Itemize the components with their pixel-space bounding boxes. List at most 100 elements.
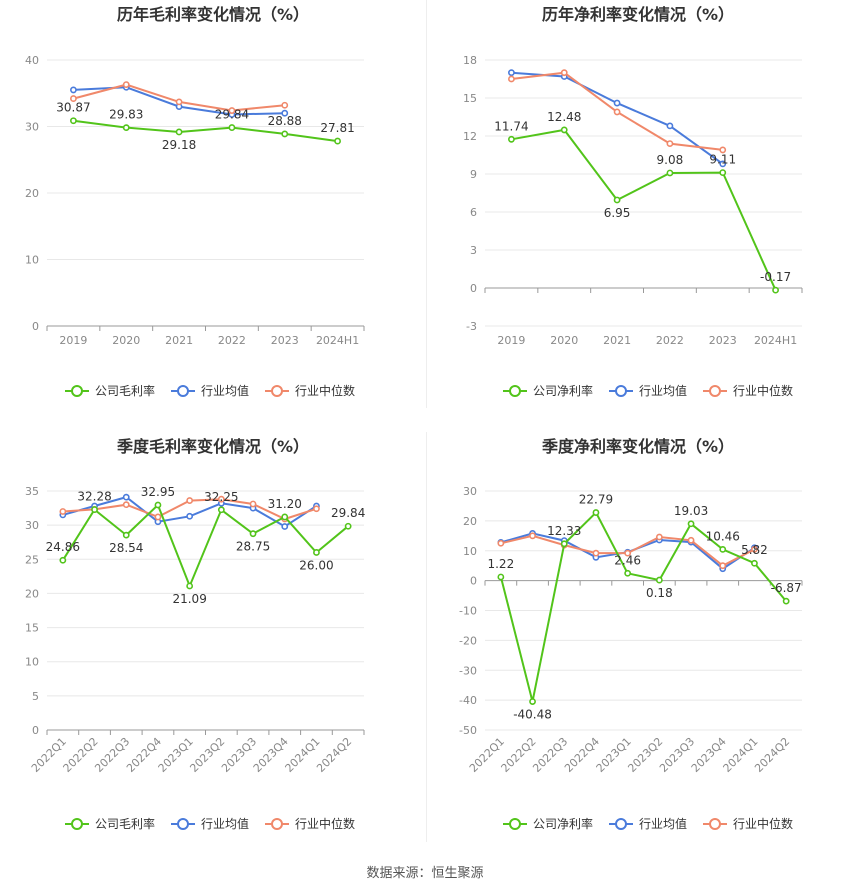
data-point [687,520,695,528]
data-point [529,698,536,705]
legend-label: 行业均值 [201,383,249,398]
data-point [228,124,236,131]
x-tick-label: 2024Q2 [752,735,792,775]
panel-divider-top [426,0,427,408]
data-point [59,556,67,564]
data-point [281,513,289,521]
data-point [122,531,130,539]
data-point [70,117,77,125]
y-tick-label: 0 [32,320,39,333]
legend-label: 行业均值 [201,816,249,831]
data-label: 26.00 [299,558,333,572]
data-point [122,81,130,89]
data-point [313,549,320,556]
data-point [782,597,790,605]
legend-item-industry-median: 行业中位数 [703,816,793,831]
data-label: 0.18 [646,586,673,600]
data-point [719,562,727,570]
y-tick-label: 20 [25,587,39,600]
data-point [497,539,505,547]
y-tick-label: 30 [463,485,477,498]
legend-item-industry-avg: 行业均值 [171,816,249,831]
data-point [59,508,67,515]
data-point [91,506,98,513]
y-tick-label: 5 [32,690,39,703]
data-point [560,126,568,134]
legend-label: 行业中位数 [295,816,355,831]
data-point [666,122,674,130]
data-label: 19.03 [674,504,708,518]
legend-item-industry-avg: 行业均值 [609,383,687,398]
data-point [217,495,225,503]
panel-divider-bottom [426,432,427,842]
data-point [687,536,695,544]
data-point [529,532,536,540]
data-label: 27.81 [320,121,354,135]
legend-label: 行业均值 [639,816,687,831]
data-label: 1.22 [487,557,514,571]
x-tick-label: 2021 [603,334,631,347]
data-label: 32.28 [77,490,111,504]
x-tick-label: 2020 [550,334,578,347]
y-tick-label: 40 [25,54,39,67]
x-tick-label: 2022 [656,334,684,347]
x-tick-label: 2020 [112,334,140,347]
y-tick-label: 30 [25,519,39,532]
data-point [666,169,674,177]
data-point [281,130,289,138]
data-label: 2.46 [614,553,641,567]
data-point [344,522,352,530]
chart-panel-4: 季度净利率变化情况（%）-50-40-30-20-1001020302022Q1… [459,437,803,831]
y-tick-label: 0 [470,575,477,588]
y-tick-label: -3 [466,320,477,333]
data-point [592,549,600,557]
y-tick-label: 15 [25,622,39,635]
legend-label: 行业中位数 [733,383,793,398]
data-point [186,582,194,590]
data-point [613,108,621,116]
data-source-note: 数据来源：恒生聚源 [366,866,484,881]
y-tick-label: 10 [25,656,39,669]
data-point [655,576,663,584]
data-point [719,146,727,154]
data-point [772,286,779,294]
x-tick-label: 2019 [497,334,525,347]
x-tick-label: 2019 [59,334,87,347]
data-label: 21.09 [172,592,206,606]
y-tick-label: -10 [459,605,477,618]
data-label: 24.86 [46,540,80,554]
data-point [249,530,257,538]
data-label: 32.95 [141,485,175,499]
y-tick-label: -30 [459,664,477,677]
x-tick-label: 2023 [709,334,737,347]
y-tick-label: 20 [25,187,39,200]
y-tick-label: 15 [463,92,477,105]
x-tick-label: 2024Q2 [314,735,354,775]
series-line-industry-avg [511,71,724,165]
data-label: 29.83 [109,108,143,122]
y-tick-label: 6 [470,206,477,219]
data-point [249,500,257,508]
legend-marker-icon [709,818,721,830]
data-label: 22.79 [579,493,613,507]
data-label: -40.48 [513,708,552,722]
data-label: 28.75 [236,540,270,554]
chart-panel-2: 历年净利率变化情况（%） -3 0 3 6 9 12 15 18 2019 2020 2021 2022… [463,5,803,398]
data-label: 30.87 [56,101,90,115]
y-tick-label: 0 [470,282,477,295]
legend-marker-icon [71,385,83,397]
data-point [666,140,674,147]
chart-title: 历年毛利率变化情况（%） [117,5,309,24]
data-point [70,95,77,102]
y-tick-label: 10 [25,254,39,267]
data-label: 28.54 [109,541,143,555]
legend-item-industry-avg: 行业均值 [609,816,687,831]
legend-marker-icon [615,818,627,830]
y-tick-label: 18 [463,54,477,67]
x-tick-label: 2024H1 [754,334,797,347]
data-point [313,505,320,513]
legend-label: 行业中位数 [733,816,793,831]
data-point [560,69,568,77]
data-point [154,501,162,509]
